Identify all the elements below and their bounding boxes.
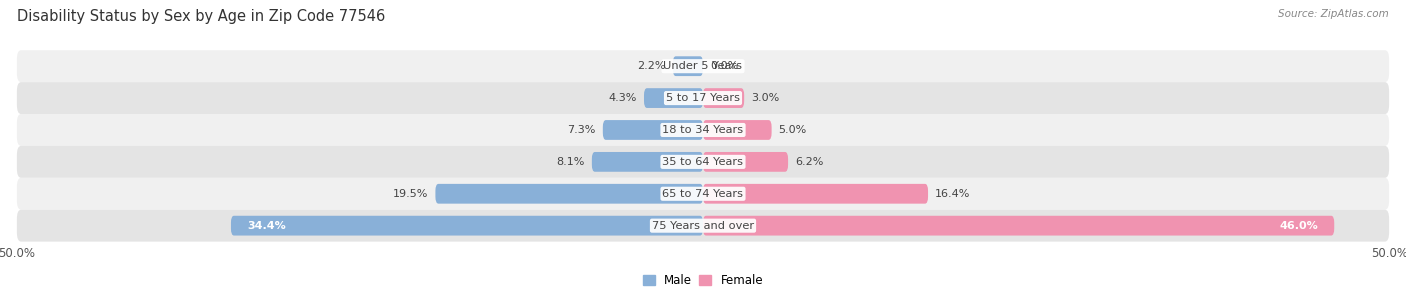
FancyBboxPatch shape [592, 152, 703, 172]
FancyBboxPatch shape [644, 88, 703, 108]
Text: 6.2%: 6.2% [794, 157, 824, 167]
FancyBboxPatch shape [17, 210, 1389, 242]
FancyBboxPatch shape [673, 56, 703, 76]
FancyBboxPatch shape [703, 120, 772, 140]
FancyBboxPatch shape [231, 216, 703, 236]
Text: 19.5%: 19.5% [394, 189, 429, 199]
Text: 75 Years and over: 75 Years and over [652, 221, 754, 231]
Text: 34.4%: 34.4% [247, 221, 287, 231]
FancyBboxPatch shape [703, 152, 789, 172]
Text: 46.0%: 46.0% [1279, 221, 1317, 231]
Text: 3.0%: 3.0% [751, 93, 779, 103]
Text: Disability Status by Sex by Age in Zip Code 77546: Disability Status by Sex by Age in Zip C… [17, 9, 385, 24]
Text: 4.3%: 4.3% [609, 93, 637, 103]
FancyBboxPatch shape [436, 184, 703, 204]
FancyBboxPatch shape [17, 146, 1389, 178]
Text: 5 to 17 Years: 5 to 17 Years [666, 93, 740, 103]
Text: Source: ZipAtlas.com: Source: ZipAtlas.com [1278, 9, 1389, 19]
FancyBboxPatch shape [17, 50, 1389, 82]
Text: 65 to 74 Years: 65 to 74 Years [662, 189, 744, 199]
FancyBboxPatch shape [703, 184, 928, 204]
Text: 8.1%: 8.1% [557, 157, 585, 167]
Legend: Male, Female: Male, Female [638, 269, 768, 292]
Text: 0.0%: 0.0% [710, 61, 738, 71]
FancyBboxPatch shape [17, 178, 1389, 210]
FancyBboxPatch shape [17, 82, 1389, 114]
Text: 5.0%: 5.0% [779, 125, 807, 135]
FancyBboxPatch shape [703, 216, 1334, 236]
Text: 7.3%: 7.3% [568, 125, 596, 135]
FancyBboxPatch shape [17, 114, 1389, 146]
Text: Under 5 Years: Under 5 Years [664, 61, 742, 71]
Text: 18 to 34 Years: 18 to 34 Years [662, 125, 744, 135]
FancyBboxPatch shape [703, 88, 744, 108]
FancyBboxPatch shape [603, 120, 703, 140]
Text: 16.4%: 16.4% [935, 189, 970, 199]
Text: 2.2%: 2.2% [637, 61, 666, 71]
Text: 35 to 64 Years: 35 to 64 Years [662, 157, 744, 167]
